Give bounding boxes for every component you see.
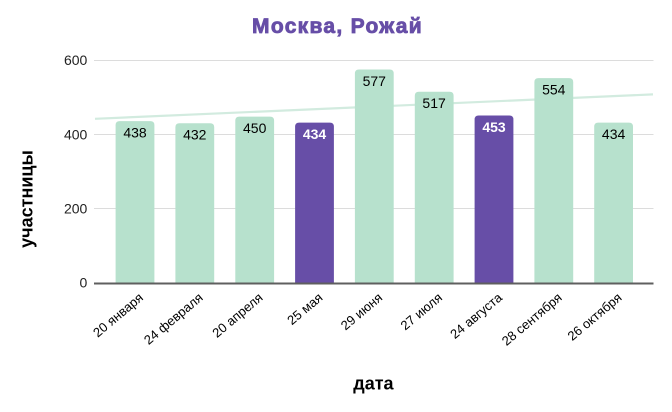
svg-text:450: 450 bbox=[243, 120, 267, 136]
svg-text:400: 400 bbox=[64, 126, 88, 142]
svg-text:434: 434 bbox=[303, 126, 327, 142]
svg-text:0: 0 bbox=[80, 274, 88, 290]
svg-text:577: 577 bbox=[363, 73, 387, 89]
svg-text:453: 453 bbox=[482, 119, 506, 135]
svg-text:517: 517 bbox=[422, 95, 446, 111]
svg-text:438: 438 bbox=[123, 125, 147, 141]
svg-text:434: 434 bbox=[602, 126, 626, 142]
svg-text:600: 600 bbox=[64, 52, 88, 68]
svg-text:432: 432 bbox=[183, 127, 207, 143]
svg-text:200: 200 bbox=[64, 200, 88, 216]
svg-text:участницы: участницы bbox=[17, 150, 37, 248]
svg-text:дата: дата bbox=[353, 373, 394, 393]
svg-text:554: 554 bbox=[542, 82, 566, 98]
svg-text:Москва, Рожай: Москва, Рожай bbox=[252, 15, 423, 38]
